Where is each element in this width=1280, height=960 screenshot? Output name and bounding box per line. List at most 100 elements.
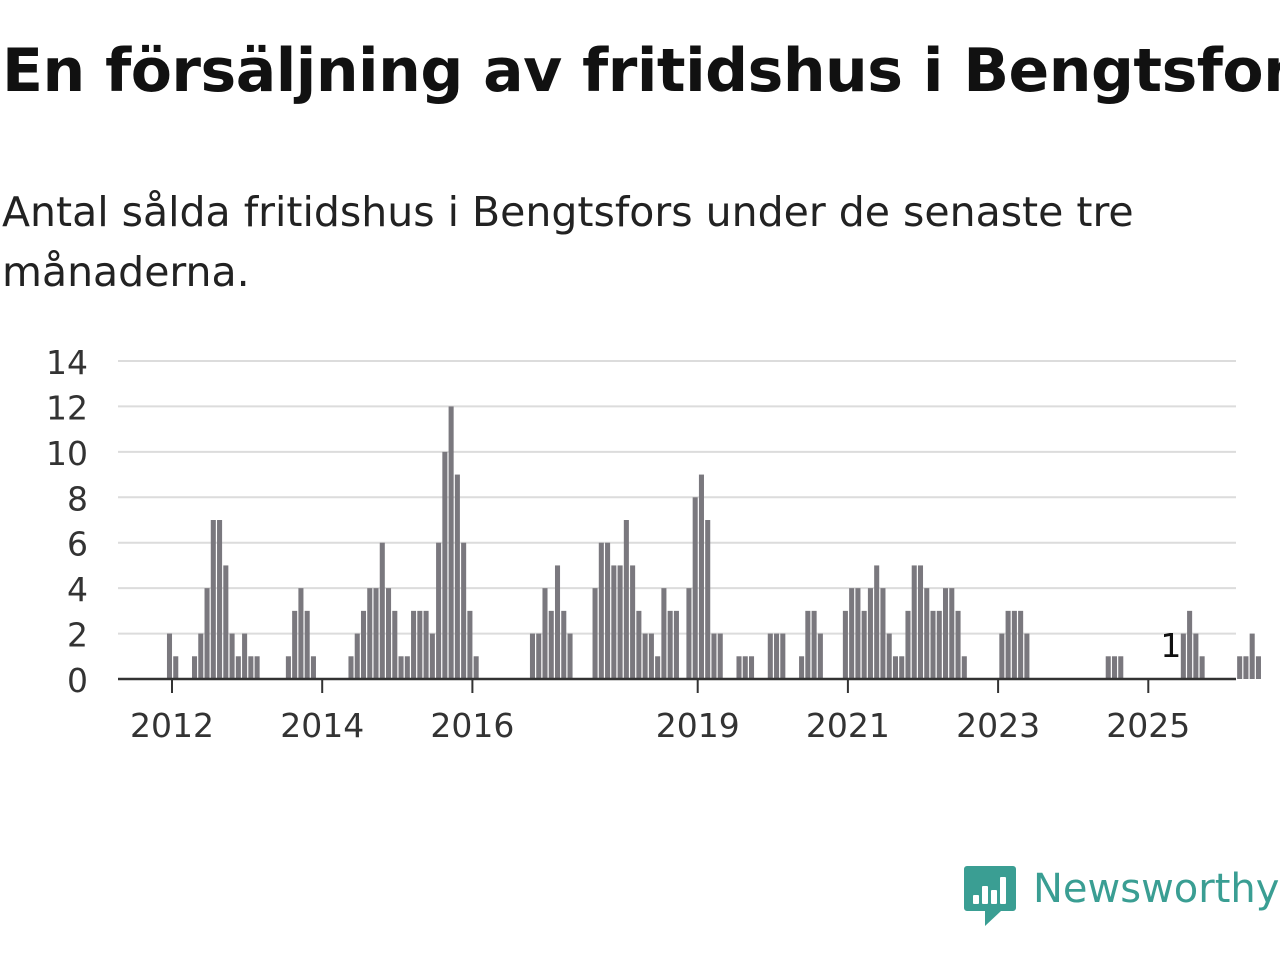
y-tick-label: 8 <box>67 479 88 518</box>
bar <box>936 610 942 679</box>
bar-annotation-label: 1 <box>1160 626 1181 665</box>
bar <box>417 610 423 679</box>
bar <box>254 656 260 679</box>
bar <box>705 520 711 679</box>
bar <box>198 633 204 679</box>
bar <box>892 656 898 679</box>
bar <box>943 588 949 679</box>
bar <box>223 565 229 679</box>
bar <box>605 542 611 679</box>
y-tick-label: 12 <box>46 388 88 427</box>
bar <box>949 588 955 679</box>
bar <box>248 656 254 679</box>
bar <box>905 610 911 679</box>
bar <box>917 565 924 679</box>
chart-title: En försäljning av fritidshus i Bengtsfor… <box>2 36 1280 106</box>
x-tick-label: 2012 <box>130 706 214 745</box>
bar <box>166 633 173 679</box>
bar <box>924 588 930 679</box>
bar <box>379 542 385 679</box>
bar <box>598 542 604 679</box>
y-axis-ticks: 0 2 4 6 8 10 12 14 <box>46 343 88 700</box>
bar <box>429 633 435 679</box>
bar <box>1180 633 1186 679</box>
bar <box>210 520 216 679</box>
chart-subtitle: Antal sålda fritidshus i Bengtsfors unde… <box>2 188 1134 296</box>
bar <box>398 656 404 679</box>
bar <box>673 610 679 679</box>
bar <box>404 656 410 679</box>
bar <box>667 610 673 679</box>
bar <box>354 633 360 679</box>
bar <box>1249 633 1255 679</box>
bar <box>373 588 379 679</box>
bar <box>173 656 179 679</box>
bar <box>467 610 473 679</box>
bar <box>617 565 623 679</box>
bar <box>423 610 429 679</box>
bar <box>436 542 442 679</box>
bar <box>192 656 198 679</box>
bar <box>561 610 567 679</box>
bar <box>736 656 742 679</box>
bar <box>542 588 548 679</box>
x-tick-label: 2019 <box>656 706 740 745</box>
bar <box>648 633 654 679</box>
bar <box>298 588 304 679</box>
bar <box>774 633 780 679</box>
bar <box>392 610 398 679</box>
bar <box>767 633 773 679</box>
bar <box>1187 610 1193 679</box>
y-tick-label: 2 <box>67 616 88 655</box>
y-tick-label: 10 <box>46 434 88 473</box>
bar <box>217 520 223 679</box>
bar <box>473 656 479 679</box>
bar <box>386 588 392 679</box>
bar <box>1024 633 1030 679</box>
bar <box>235 656 241 679</box>
y-tick-label: 4 <box>67 570 88 609</box>
x-tick-label: 2014 <box>280 706 364 745</box>
bar <box>204 588 210 679</box>
bar <box>548 610 554 679</box>
bar <box>886 633 892 679</box>
bar <box>1199 656 1205 679</box>
bar <box>1105 656 1111 679</box>
x-axis-ticks: 2012 2014 2016 2019 2021 2023 2025 <box>130 679 1190 745</box>
bar <box>855 588 861 679</box>
bar <box>899 656 905 679</box>
bar <box>811 610 817 679</box>
bar <box>742 656 748 679</box>
bar <box>411 610 417 679</box>
bar <box>698 474 704 679</box>
bar <box>623 520 629 679</box>
bar <box>1005 610 1011 679</box>
x-tick-label: 2023 <box>956 706 1040 745</box>
bar <box>1243 656 1249 679</box>
bar <box>849 588 855 679</box>
x-tick-label: 2016 <box>430 706 514 745</box>
bar <box>930 610 936 679</box>
bar <box>636 610 642 679</box>
x-tick-label: 2025 <box>1106 706 1190 745</box>
bar <box>961 656 967 679</box>
bars <box>166 406 1261 679</box>
y-tick-label: 14 <box>46 343 88 382</box>
bar <box>955 610 961 679</box>
bar <box>748 656 755 679</box>
bar <box>861 610 867 679</box>
bar <box>310 656 316 679</box>
bar <box>874 565 880 679</box>
x-tick-label: 2021 <box>806 706 890 745</box>
bar <box>799 656 805 679</box>
newsworthy-logo-icon <box>964 866 1016 926</box>
y-tick-label: 6 <box>67 525 88 564</box>
bar-chart: 0 2 4 6 8 10 12 14 2012 2014 2016 2019 2021 2023 2025… <box>46 343 1261 745</box>
bar <box>454 474 460 679</box>
bar <box>661 588 667 679</box>
bar <box>1018 610 1024 679</box>
bar <box>817 633 823 679</box>
bar <box>442 451 448 679</box>
bar <box>999 633 1005 679</box>
bar <box>711 633 717 679</box>
